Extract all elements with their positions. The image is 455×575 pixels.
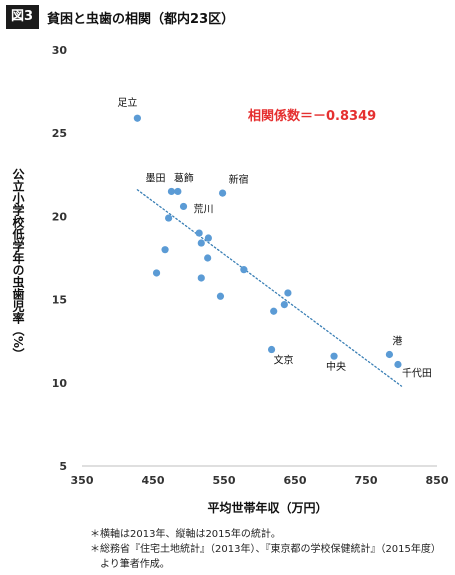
point-label-20: 港 — [392, 336, 402, 348]
data-point-13 — [197, 274, 205, 282]
data-point-4 — [179, 202, 188, 211]
y-tick-label-30: 30 — [52, 44, 68, 57]
x-tick-label-750: 750 — [355, 474, 378, 487]
data-point-0 — [133, 114, 141, 122]
x-tick-label-350: 350 — [71, 474, 94, 487]
footnote-1: ＊横軸は2013年、縦軸は2015年の統計。 — [90, 529, 281, 540]
figure-header: 図3 貧困と虫歯の相関（都内23区） — [6, 4, 234, 30]
point-label-4: 荒川 — [194, 203, 214, 215]
data-point-10 — [204, 254, 212, 262]
x-tick-label-850: 850 — [426, 474, 449, 487]
y-tick-label-10: 10 — [52, 377, 68, 390]
footnote-3: より筆者作成。 — [90, 559, 170, 570]
footnotes: ＊横軸は2013年、縦軸は2015年の統計。 ＊総務省『住宅土地統計』（2013… — [90, 527, 441, 572]
point-label-2: 葛飾 — [174, 171, 194, 184]
y-tick-label-15: 15 — [52, 294, 67, 307]
data-point-5 — [165, 214, 173, 222]
trendline — [136, 189, 403, 387]
point-label-1: 墨田 — [145, 172, 165, 184]
point-label-18: 文京 — [274, 354, 294, 367]
data-point-9 — [161, 246, 169, 254]
figure-title: 貧困と虫歯の相関（都内23区） — [47, 11, 235, 27]
data-point-1 — [167, 187, 176, 196]
data-point-15 — [216, 292, 225, 300]
data-point-19 — [330, 352, 338, 360]
figure-label: 図3 — [6, 5, 40, 29]
point-label-19: 中央 — [326, 360, 346, 373]
data-point-3 — [218, 189, 227, 197]
data-point-7 — [204, 234, 212, 242]
y-tick-label-5: 5 — [59, 460, 67, 473]
footnote-2: ＊総務省『住宅土地統計』（2013年）、『東京都の学校保健統計』（2015年度） — [90, 544, 441, 555]
x-tick-label-550: 550 — [213, 474, 236, 487]
y-axis-title: 公立小学校低学年の虫歯児率（%） — [11, 168, 25, 360]
x-tick-label-450: 450 — [142, 474, 165, 487]
data-point-21 — [394, 360, 402, 369]
point-label-3: 新宿 — [229, 173, 249, 186]
data-point-18 — [267, 345, 276, 354]
point-label-21: 千代田 — [402, 367, 432, 379]
data-point-17 — [270, 307, 278, 315]
data-point-16 — [280, 300, 288, 309]
data-point-20 — [385, 350, 394, 359]
data-point-11 — [240, 266, 248, 274]
correlation-annotation: 相関係数＝－0.8349 — [248, 108, 376, 124]
y-tick-label-25: 25 — [52, 127, 67, 140]
x-axis-title: 平均世帯年収（万円） — [207, 500, 327, 515]
data-point-12 — [152, 269, 161, 277]
y-tick-label-20: 20 — [52, 210, 68, 223]
data-point-2 — [174, 187, 182, 196]
data-point-14 — [284, 289, 292, 297]
data-point-8 — [197, 239, 205, 247]
x-tick-label-650: 650 — [284, 474, 307, 487]
data-point-6 — [195, 229, 203, 237]
point-label-0: 足立 — [117, 96, 137, 109]
